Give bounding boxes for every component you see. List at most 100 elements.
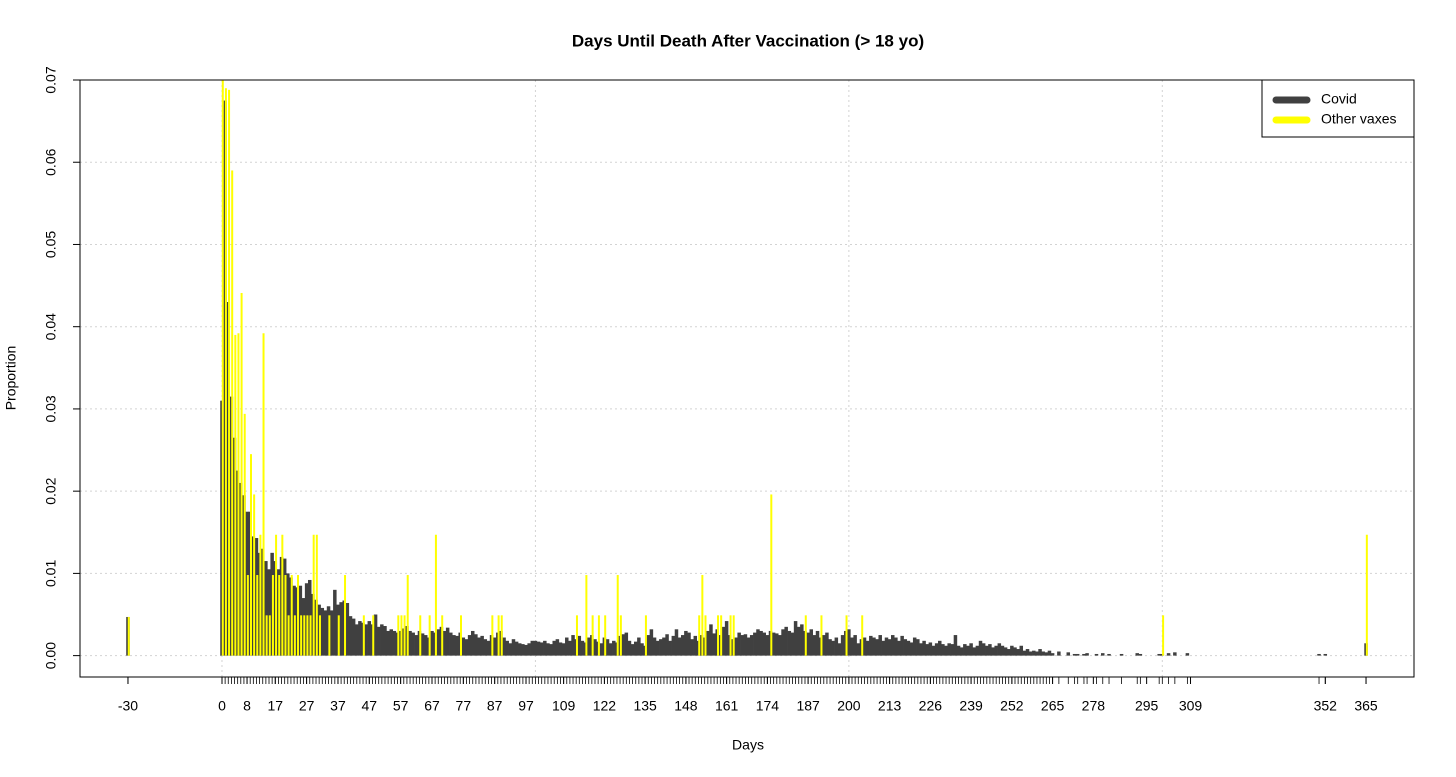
bar: [460, 615, 463, 656]
bar: [796, 626, 801, 656]
bar: [881, 640, 886, 656]
bar: [800, 624, 804, 656]
bar: [612, 640, 616, 656]
bar: [1003, 647, 1008, 656]
bar: [524, 644, 528, 656]
bar: [1019, 645, 1024, 656]
bar: [259, 534, 262, 656]
bar: [430, 630, 434, 656]
bar: [928, 642, 933, 656]
bar: [275, 534, 278, 656]
bar: [903, 639, 908, 656]
bar: [486, 640, 491, 656]
bar: [969, 643, 973, 656]
bar: [674, 629, 679, 656]
bar: [344, 575, 347, 656]
bar: [828, 639, 832, 656]
bar: [1085, 653, 1089, 656]
bar: [329, 610, 334, 656]
bar: [527, 643, 531, 656]
bar: [627, 640, 632, 656]
bar: [253, 494, 256, 656]
bar: [746, 637, 751, 656]
x-tick-label: 265: [1041, 698, 1065, 714]
bar: [1317, 653, 1321, 656]
bar: [411, 632, 415, 656]
bar: [1066, 652, 1071, 656]
x-tick-label: 148: [674, 698, 698, 714]
x-tick-label: 135: [633, 698, 657, 714]
bar: [633, 641, 638, 656]
bar: [231, 170, 234, 656]
bar: [1072, 653, 1077, 656]
legend-label: Covid: [1321, 91, 1357, 107]
bar: [492, 637, 497, 656]
bar: [684, 630, 688, 656]
bar: [950, 644, 955, 656]
bar: [1025, 649, 1030, 656]
bar: [991, 647, 995, 656]
bar: [373, 614, 378, 656]
bar: [616, 575, 619, 656]
bar: [568, 640, 572, 656]
x-tick-label: 161: [715, 698, 739, 714]
bar: [286, 573, 290, 656]
bar: [1138, 653, 1143, 656]
bar: [474, 634, 478, 656]
bar: [470, 630, 475, 656]
bar: [665, 634, 669, 656]
bar: [419, 615, 422, 656]
bar: [536, 641, 541, 656]
bar: [994, 645, 998, 656]
bar: [701, 575, 704, 656]
bar: [1016, 649, 1020, 656]
legend-box: [1261, 79, 1415, 138]
bar: [278, 575, 281, 656]
bar: [287, 615, 290, 656]
bar: [386, 630, 390, 656]
bar: [243, 413, 246, 656]
bar: [756, 629, 760, 656]
bar: [1365, 534, 1368, 656]
x-tick-label: 252: [1000, 698, 1024, 714]
bar: [403, 615, 406, 656]
bar: [593, 639, 597, 656]
bar: [1166, 653, 1171, 656]
bar: [671, 635, 676, 656]
x-tick-label: 174: [756, 698, 780, 714]
bar: [925, 644, 929, 656]
bar: [397, 615, 400, 656]
bar: [309, 615, 312, 656]
bar: [978, 640, 983, 656]
y-axis-label: Proportion: [3, 346, 19, 411]
bar: [944, 645, 948, 656]
bar: [599, 643, 604, 656]
bar: [793, 621, 798, 656]
bar: [706, 630, 710, 656]
x-axis-label: Days: [732, 737, 764, 753]
bar: [549, 644, 553, 656]
bar: [862, 637, 867, 656]
bar: [297, 575, 300, 656]
bar: [762, 632, 766, 656]
bar: [1173, 652, 1177, 656]
bar: [997, 643, 1002, 656]
bar: [533, 640, 538, 656]
bar: [812, 635, 817, 656]
bar: [637, 637, 641, 656]
bar: [912, 637, 917, 656]
bar: [228, 89, 231, 656]
bar: [546, 643, 550, 656]
bar: [561, 643, 566, 656]
bar: [729, 615, 732, 656]
bar: [770, 494, 773, 656]
bar: [698, 615, 701, 656]
x-tick-label: 226: [919, 698, 943, 714]
bar: [281, 534, 284, 656]
bar: [264, 561, 268, 656]
bar: [464, 639, 469, 656]
x-tick-label: 77: [456, 698, 472, 714]
bar: [508, 643, 513, 656]
bar: [975, 645, 980, 656]
bar: [869, 635, 873, 656]
